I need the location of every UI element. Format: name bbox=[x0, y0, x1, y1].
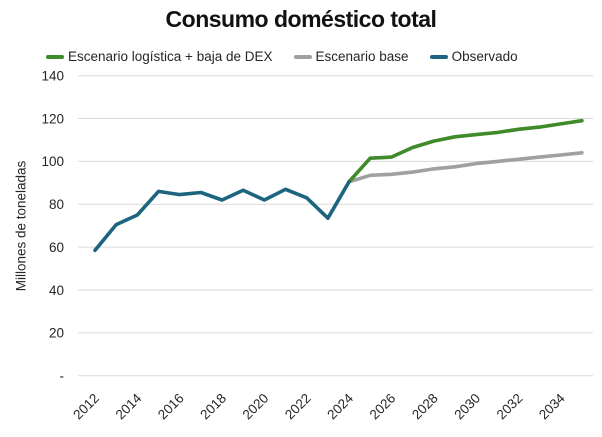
legend-line-swatch-gray bbox=[293, 54, 312, 59]
legend-item-observado: Observado bbox=[429, 49, 518, 64]
x-tick-label-2026: 2026 bbox=[367, 391, 399, 423]
x-tick-label-2034: 2034 bbox=[536, 390, 568, 422]
legend-label-escenario-base: Escenario base bbox=[315, 49, 409, 64]
x-tick-label-2012: 2012 bbox=[70, 391, 102, 423]
observado-line bbox=[93, 180, 351, 253]
y-tick-label-0: - bbox=[60, 369, 65, 384]
x-tick-label-2024: 2024 bbox=[324, 390, 356, 422]
y-tick-label-60: 60 bbox=[49, 240, 64, 255]
legend-label-escenario-logistica: Escenario logística + baja de DEX bbox=[68, 49, 273, 64]
x-tick-label-2032: 2032 bbox=[494, 391, 526, 423]
legend-label-observado: Observado bbox=[451, 49, 518, 64]
y-tick-label-20: 20 bbox=[49, 326, 64, 341]
chart-legend: Escenario logística + baja de DEX Escena… bbox=[46, 49, 518, 64]
legend-line-swatch-teal bbox=[429, 54, 448, 59]
legend-item-escenario-base: Escenario base bbox=[293, 49, 409, 64]
escenario-logistica-line bbox=[347, 118, 584, 184]
escenario-base-line bbox=[347, 151, 584, 184]
x-tick-label-2020: 2020 bbox=[240, 391, 272, 423]
x-tick-label-2018: 2018 bbox=[197, 391, 229, 423]
y-tick-label-120: 120 bbox=[41, 111, 64, 126]
x-tick-label-2022: 2022 bbox=[282, 391, 314, 423]
x-tick-label-2028: 2028 bbox=[409, 391, 441, 423]
legend-line-swatch-green bbox=[46, 54, 64, 59]
x-tick-label-2014: 2014 bbox=[113, 390, 145, 422]
legend-item-escenario-logistica: Escenario logística + baja de DEX bbox=[46, 49, 273, 64]
x-tick-label-2030: 2030 bbox=[451, 391, 483, 423]
y-tick-label-80: 80 bbox=[49, 197, 64, 212]
y-tick-label-100: 100 bbox=[41, 154, 64, 169]
chart-title: Consumo doméstico total bbox=[165, 6, 437, 32]
y-tick-label-140: 140 bbox=[41, 68, 64, 83]
y-tick-label-40: 40 bbox=[49, 283, 64, 298]
x-tick-label-2016: 2016 bbox=[155, 391, 187, 423]
